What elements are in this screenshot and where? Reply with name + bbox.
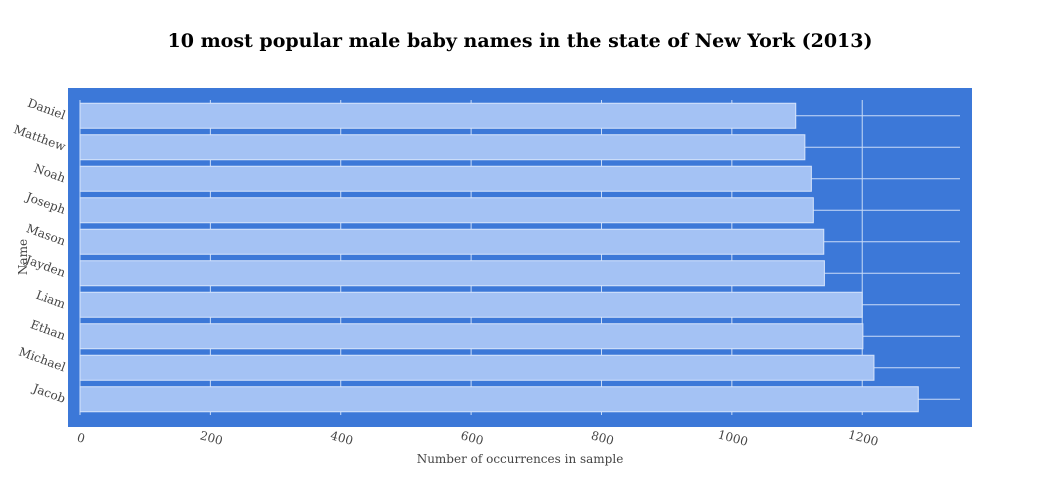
y-tick-label: Ethan <box>29 317 68 343</box>
x-axis-title: Number of occurrences in sample <box>417 452 624 466</box>
bar-matthew <box>79 134 806 161</box>
y-tick-label: Jacob <box>29 380 68 405</box>
y-tick-label: Matthew <box>12 122 68 154</box>
bar-jayden <box>79 260 825 287</box>
bar-michael <box>79 354 875 381</box>
y-tick-label: Michael <box>17 345 68 375</box>
bar-liam <box>79 291 863 318</box>
bar-noah <box>79 165 812 192</box>
y-tick-label: Mason <box>24 221 67 248</box>
y-axis-title: Name <box>16 239 30 275</box>
bar-ethan <box>79 323 864 350</box>
y-tick-label: Noah <box>32 161 68 185</box>
bar-daniel <box>79 102 797 129</box>
chart-title: 10 most popular male baby names in the s… <box>167 30 873 52</box>
y-tick-label: Daniel <box>26 96 68 123</box>
y-tick-label: Joseph <box>22 189 67 217</box>
x-tick-label: 1000 <box>716 427 749 448</box>
x-tick-label: 600 <box>459 428 485 447</box>
x-tick-label: 0 <box>76 430 87 446</box>
x-tick-label: 1200 <box>847 427 880 448</box>
x-tick-label: 800 <box>590 428 616 447</box>
x-tick-label: 400 <box>329 428 355 447</box>
bar-joseph <box>79 197 814 224</box>
x-tick-label: 200 <box>199 428 225 447</box>
bar-mason <box>79 228 825 255</box>
y-tick-label: Liam <box>34 288 68 312</box>
bar-jacob <box>79 386 919 413</box>
